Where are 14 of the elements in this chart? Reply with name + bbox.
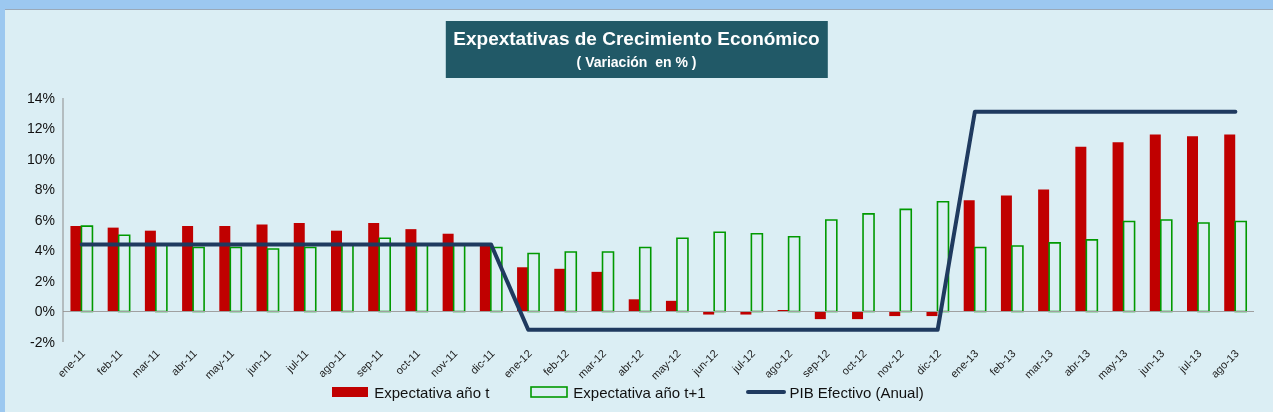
y-tick-label: 0% [34, 303, 55, 320]
y-tick-label: 2% [34, 272, 55, 289]
legend-label: Expectativa año t+1 [573, 383, 706, 401]
y-tick-label: 8% [34, 181, 55, 198]
y-tick-label: 14% [26, 89, 55, 106]
y-tick-label: -2% [30, 333, 55, 350]
legend-label: PIB Efectivo (Anual) [789, 383, 924, 401]
chart-subtitle: ( Variación en % ) [575, 53, 698, 72]
y-tick-label: 4% [34, 242, 55, 259]
chart-title: Expextativas de Crecimiento Económico [453, 27, 820, 51]
y-tick-label: 12% [26, 120, 55, 137]
y-tick-label: 10% [26, 150, 55, 167]
y-tick-label: 6% [34, 211, 55, 228]
legend-label: Expectativa año t [374, 383, 490, 401]
